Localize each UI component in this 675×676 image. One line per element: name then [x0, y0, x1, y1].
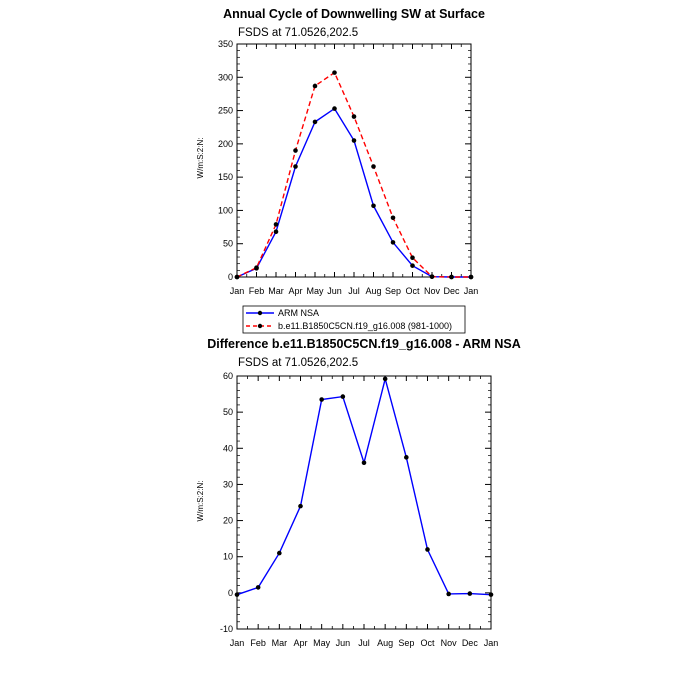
chart2-title: Difference b.e11.B1850C5CN.f19_g16.008 -…	[207, 337, 521, 351]
chart1-xtick-label: Feb	[249, 286, 265, 296]
chart1-plot-area: Jan Feb Mar Apr May Jun Jul Aug Sep Oct Nov Dec Jan 0…	[218, 39, 478, 296]
chart2-xtick-label: Sep	[398, 638, 414, 648]
chart1-xtick-label: Sep	[385, 286, 401, 296]
chart1-series-1-point	[371, 164, 376, 169]
chart1-series-0-point	[273, 229, 279, 235]
chart1-series-1-point	[390, 215, 396, 221]
chart2-ylabel: W/m:S:2:N:	[196, 481, 205, 522]
chart1-ytick-label: 100	[218, 205, 233, 215]
chart1-series-1-point	[254, 265, 259, 270]
chart1-series-1-point	[332, 70, 337, 75]
chart2-ytick-label: 40	[223, 443, 233, 453]
chart1-xtick-label: Jul	[348, 286, 360, 296]
chart1-ytick-label: 0	[228, 272, 233, 282]
chart1-series-1-point	[429, 274, 435, 279]
chart1-xtick-label: Nov	[424, 286, 441, 296]
legend-label-arm: ARM NSA	[278, 308, 319, 318]
chart1-ylabel: W/m:S:2:N:	[196, 138, 205, 179]
chart2-series-0-point	[446, 591, 451, 597]
chart1-series-line-0	[236, 107, 471, 278]
legend-box	[242, 305, 466, 334]
chart1-xtick-label: Mar	[268, 286, 284, 296]
chart2-xtick-label: Jan	[230, 638, 245, 648]
chart2-xtick-label: Apr	[293, 638, 307, 648]
chart1-ytick-label: 350	[218, 39, 233, 49]
chart2-series-0-point	[234, 592, 240, 597]
chart1-xtick-label: Jan	[464, 286, 479, 296]
legend-label-model: b.e11.B1850C5CN.f19_g16.008 (981-1000)	[278, 321, 452, 331]
chart1-series-line-1	[236, 71, 471, 278]
chart2-ytick-label: -10	[220, 624, 233, 634]
chart2-series-0-point	[277, 550, 282, 556]
chart2-xtick-label: Jun	[336, 638, 351, 648]
chart1-xtick-label: Dec	[443, 286, 460, 296]
chart2-xtick-label: Nov	[441, 638, 458, 648]
chart1-xtick-label: Aug	[365, 286, 381, 296]
chart1-series-1-point	[273, 222, 279, 227]
chart1-xtick-label: Oct	[405, 286, 420, 296]
chart1-xtick-label: Jun	[327, 286, 342, 296]
chart2-ytick-label: 50	[223, 407, 233, 417]
chart2-subtitle: FSDS at 71.0526,202.5	[238, 357, 358, 369]
chart2-xtick-label: Feb	[250, 638, 266, 648]
chart1-series-0-point	[390, 240, 396, 245]
chart2-series-0-point	[361, 460, 367, 466]
chart2-xtick-label: Mar	[272, 638, 288, 648]
legend-marker-arm	[257, 310, 263, 316]
chart2-xtick-label: Dec	[462, 638, 479, 648]
chart2-xtick-label: May	[313, 638, 331, 648]
chart1-subtitle: FSDS at 71.0526,202.5	[238, 27, 358, 39]
chart2-plot-area: Jan Feb Mar Apr May Jun Jul Aug Sep Oct Nov Dec Jan -…	[220, 371, 498, 648]
chart1-legend: ARM NSA b.e11.B1850C5CN.f19_g16.008 (981…	[242, 305, 466, 334]
chart2-series-0-point	[488, 592, 494, 597]
chart2-series-line-0	[236, 376, 492, 596]
chart1-series-1-point	[312, 83, 318, 89]
chart2-ytick-label: 60	[223, 371, 233, 381]
chart2-series-0-point	[319, 397, 324, 402]
chart2-xtick-label: Oct	[420, 638, 435, 648]
chart2-series-0-point	[404, 455, 409, 460]
chart1-xtick-label: Jan	[230, 286, 245, 296]
chart2-series-0-point	[255, 585, 261, 590]
chart1-ytick-label: 300	[218, 72, 233, 82]
chart1-series-0-point	[332, 106, 337, 111]
chart2-series-0-point	[382, 376, 388, 382]
chart1-ytick-label: 50	[223, 239, 233, 249]
chart1-series-0-point	[410, 263, 415, 268]
chart2-ytick-label: 30	[223, 479, 233, 489]
chart2-frame	[236, 375, 492, 630]
chart2-series-0-point	[298, 503, 303, 509]
chart1-xtick-label: May	[306, 286, 324, 296]
chart1-frame	[236, 43, 472, 278]
chart1-ytick-label: 150	[218, 172, 233, 182]
chart1-series-0-point	[351, 138, 357, 143]
chart1-series-1-point	[351, 114, 357, 119]
chart1-series-0-point	[293, 164, 298, 169]
chart1-series-1-point	[410, 255, 415, 260]
chart1-title: Annual Cycle of Downwelling SW at Surfac…	[223, 7, 485, 21]
chart2-xtick-label: Aug	[377, 638, 393, 648]
chart1-xtick-label: Apr	[288, 286, 302, 296]
chart1-series-1-point	[468, 274, 474, 280]
chart2-xtick-label: Jan	[484, 638, 499, 648]
chart1-series-0-point	[312, 119, 318, 125]
chart2-series-0-point	[467, 591, 473, 596]
chart1-series-1-point	[293, 148, 298, 153]
chart2-xtick-label: Jul	[358, 638, 370, 648]
chart1-series-1-point	[449, 274, 454, 280]
chart1-series-1-point	[234, 274, 240, 280]
chart2-ytick-label: 20	[223, 516, 233, 526]
chart2-ytick-label: 0	[228, 588, 233, 598]
chart1-series-0-point	[371, 203, 376, 209]
chart1-ytick-label: 200	[218, 139, 233, 149]
chart2-series-0-point	[340, 394, 346, 399]
chart1-ytick-label: 250	[218, 106, 233, 116]
chart2-ytick-label: 10	[223, 552, 233, 562]
legend-marker-model	[257, 323, 263, 329]
chart2-series-0-point	[425, 547, 430, 552]
